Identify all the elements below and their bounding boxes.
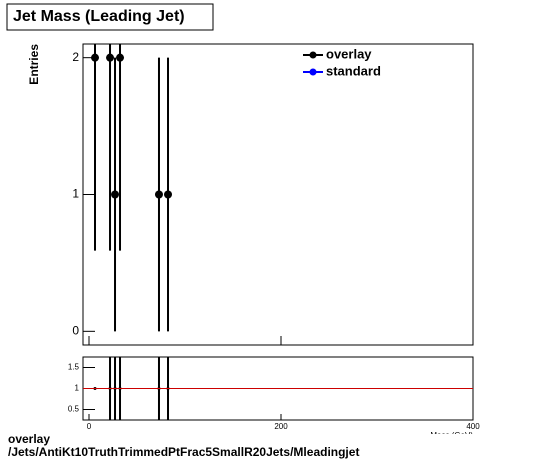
y-tick-label: 1.5 bbox=[68, 363, 80, 372]
y-axis-label: Entries bbox=[27, 44, 41, 85]
plot-frame bbox=[82, 43, 474, 346]
point bbox=[154, 190, 163, 199]
point bbox=[116, 53, 125, 62]
title-box bbox=[6, 3, 214, 31]
y-tick-label: 0.5 bbox=[68, 405, 80, 414]
footer: overlay bbox=[8, 432, 50, 446]
y-tick-label: 1 bbox=[75, 384, 80, 393]
x-label-clip: Mass (GeV) bbox=[430, 431, 473, 440]
point bbox=[164, 190, 173, 199]
y-tick-label: 0 bbox=[72, 323, 79, 337]
plot-area bbox=[91, 44, 173, 332]
legend-marker bbox=[309, 68, 317, 76]
legend-marker bbox=[309, 51, 317, 59]
x-tick-label: 200 bbox=[274, 422, 288, 431]
point bbox=[106, 53, 115, 62]
legend-label: standard bbox=[326, 63, 381, 78]
x-tick-label: 0 bbox=[87, 422, 92, 431]
x-tick-label: 400 bbox=[466, 422, 480, 431]
point bbox=[91, 53, 99, 62]
y-tick-label: 2 bbox=[72, 50, 79, 64]
title: Jet Mass (Leading Jet) bbox=[13, 8, 185, 25]
x-axis-label: Mass (GeV) bbox=[430, 431, 473, 440]
y-tick-label: 1 bbox=[72, 187, 79, 201]
legend-label: overlay bbox=[326, 46, 372, 61]
footer: /Jets/AntiKt10TruthTrimmedPtFrac5SmallR2… bbox=[8, 445, 359, 459]
point bbox=[111, 190, 120, 199]
